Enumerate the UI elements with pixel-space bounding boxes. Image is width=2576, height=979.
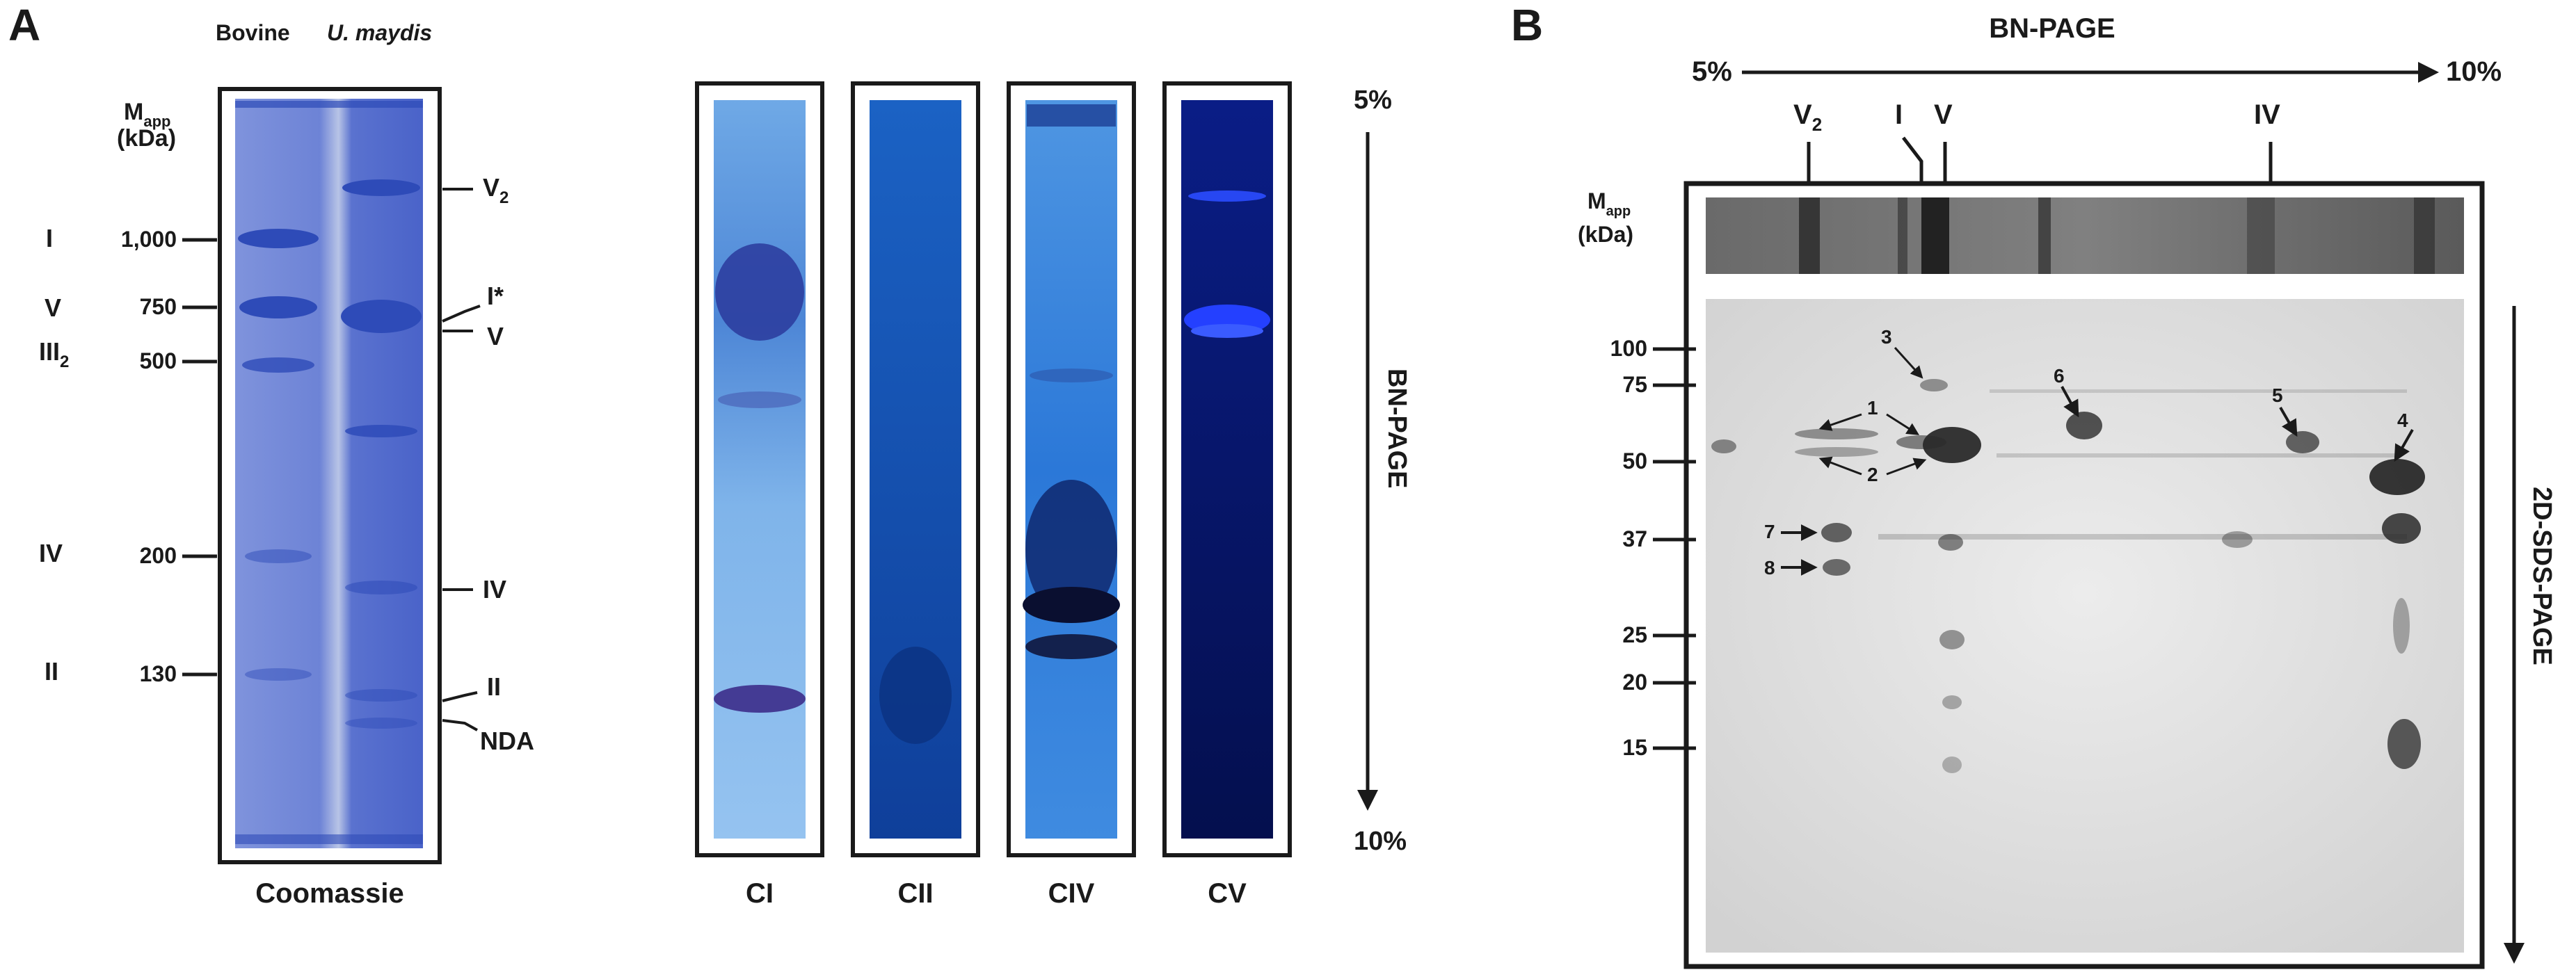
marker-b-50: 50 (1622, 448, 1647, 474)
mapp-label-b: Mapp (1587, 188, 1631, 219)
right-label-NDA: NDA (480, 727, 534, 755)
two-d-markers: 100 75 50 37 25 20 15 (1610, 336, 1696, 760)
spot-label-3: 3 (1881, 326, 1892, 348)
header-species: U. maydis (327, 20, 432, 45)
band-um-NDA (345, 718, 417, 729)
gel-bottom (235, 834, 423, 844)
marker-b-15: 15 (1622, 735, 1647, 760)
bn-strip-bands (1799, 197, 2435, 274)
band-bovine-V (239, 296, 317, 318)
right-label-V: V (487, 322, 504, 350)
bn-title: BN-PAGE (1989, 13, 2115, 44)
right-label-V2: V2 (483, 173, 509, 207)
well-top (235, 101, 423, 108)
bn-strip (1706, 197, 2464, 274)
marker-b-37: 37 (1622, 526, 1647, 551)
panel-a-letter: A (8, 0, 40, 50)
lane-label-CII: CII (897, 878, 933, 909)
mapp-sub: app (143, 113, 170, 130)
marker-b-25: 25 (1622, 622, 1647, 647)
mapp-main: M (124, 99, 143, 125)
coomassie-gel (235, 99, 423, 848)
marker-b-75: 75 (1622, 372, 1647, 397)
complex-label-IV: IV (39, 539, 63, 567)
spot-7 (1821, 523, 1852, 542)
coomassie-bands (235, 101, 423, 844)
spot-8 (1823, 559, 1850, 576)
spot-3 (1920, 379, 1948, 391)
right-label-II: II (487, 672, 501, 701)
activity-lanes: CI CII CIV CV (695, 81, 1292, 909)
mapp-label: Mapp (124, 99, 170, 130)
band-bovine-IV (245, 549, 312, 563)
lane-label-CIV: CIV (1048, 878, 1095, 909)
lane-label-CV: CV (1208, 878, 1247, 909)
spot-main-50 (1923, 427, 1981, 463)
kda-unit: (kDa) (117, 125, 176, 152)
marker-b-100: 100 (1610, 336, 1647, 361)
marker-1000: 1,000 (121, 227, 177, 252)
gradient-left-label: 5% (1692, 56, 1732, 87)
gradient-top-label: 5% (1354, 86, 1392, 115)
coomassie-right-labels: V2 I* V IV II NDA (442, 173, 534, 755)
spot-label-4: 4 (2397, 410, 2408, 431)
marker-750: 750 (140, 294, 177, 319)
marker-130: 130 (140, 661, 177, 686)
kda-unit-b: (kDa) (1578, 222, 1633, 247)
lane-label-CI: CI (746, 878, 774, 909)
bn-complex-labels: V2 I V IV (1793, 99, 2280, 182)
gradient-label: BN-PAGE (1382, 369, 1411, 488)
spot-4 (2369, 459, 2425, 495)
complex-label-I: I (46, 224, 53, 252)
spot-label-5: 5 (2272, 385, 2283, 406)
spot-6 (2066, 412, 2102, 439)
band-um-V2 (342, 179, 420, 196)
band-um-band (345, 425, 417, 437)
band-um-V (341, 300, 422, 333)
marker-500: 500 (140, 348, 177, 373)
bn-label-I: I (1895, 99, 1903, 130)
bn-label-V2: V2 (1793, 99, 1822, 135)
right-label-IV: IV (483, 575, 506, 604)
band-bovine-III2 (242, 357, 314, 373)
spot-label-1: 1 (1867, 397, 1878, 419)
complex-label-II: II (45, 657, 58, 686)
gradient-right-label: 10% (2446, 56, 2502, 87)
band-bovine-II (245, 668, 312, 681)
gradient-bottom-label: 10% (1354, 827, 1407, 856)
two-d-spots (1711, 379, 2425, 773)
right-label-I-star: I* (487, 282, 504, 310)
spot-label-7: 7 (1764, 521, 1775, 542)
band-um-II (345, 689, 417, 702)
lane-CV: CV (1162, 81, 1292, 909)
marker-b-20: 20 (1622, 670, 1647, 695)
bn-label-V: V (1934, 99, 1953, 130)
lane-CIV: CIV (1007, 81, 1136, 909)
complex-label-V: V (45, 293, 61, 322)
spot-annotations: 3 1 2 6 5 4 7 8 (1764, 326, 2414, 578)
band-bovine-I (238, 229, 319, 248)
spot-5 (2286, 431, 2319, 453)
header-bovine: Bovine (216, 20, 290, 45)
marker-200: 200 (140, 543, 177, 568)
spot-label-2: 2 (1867, 464, 1878, 485)
complex-label-III2: III2 (39, 337, 69, 371)
lane-CI: CI (695, 81, 824, 909)
coomassie-markers: 1,000 750 500 200 130 (121, 227, 217, 686)
coomassie-caption: Coomassie (255, 878, 403, 909)
panel-b-letter: B (1511, 0, 1543, 50)
coomassie-complex-labels: I V III2 IV II (39, 224, 69, 686)
spot-label-6: 6 (2054, 365, 2065, 387)
lane-CII: CII (851, 81, 980, 909)
two-d-gel (1706, 299, 2464, 953)
band-um-IV (345, 581, 417, 594)
sds-label: 2D-SDS-PAGE (2527, 487, 2557, 665)
spot-label-8: 8 (1764, 557, 1775, 578)
bn-label-IV: IV (2254, 99, 2280, 130)
